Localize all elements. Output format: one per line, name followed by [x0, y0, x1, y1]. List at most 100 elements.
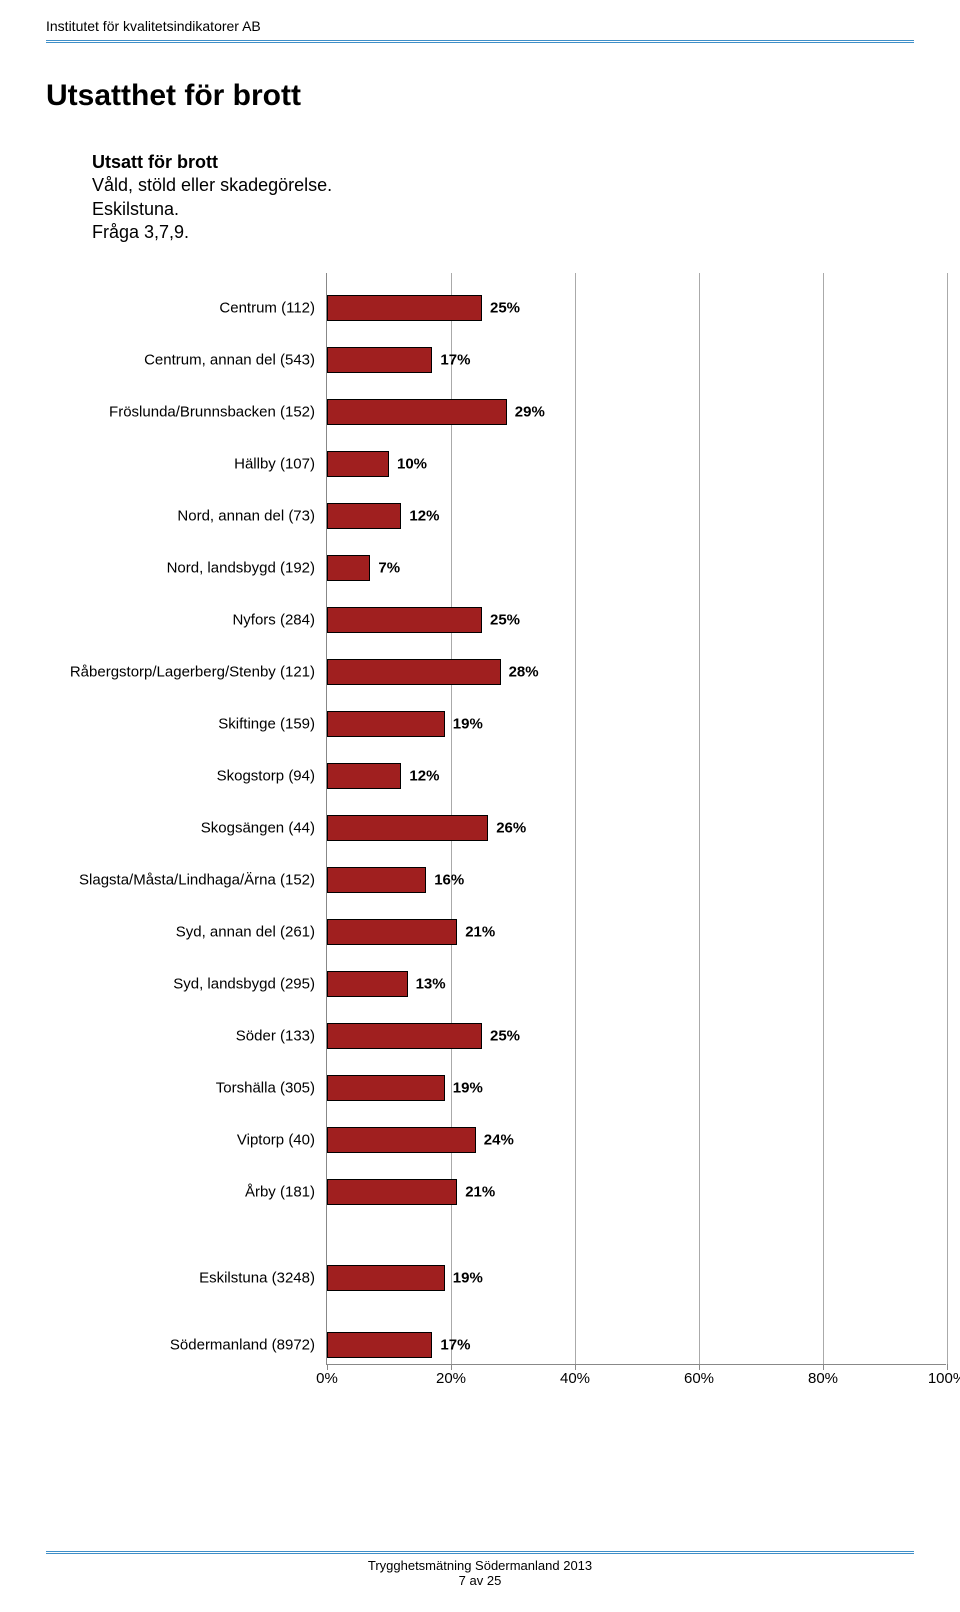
bar-row: 12%Nord, annan del (73) — [327, 503, 401, 529]
bar: 25% — [327, 607, 482, 633]
bar-value-label: 12% — [401, 507, 439, 524]
bar: 21% — [327, 1179, 457, 1205]
category-label: Eskilstuna (3248) — [47, 1269, 327, 1286]
subtitle-line4: Fråga 3,7,9. — [92, 221, 914, 244]
header-org: Institutet för kvalitetsindikatorer AB — [46, 18, 914, 40]
category-label: Söder (133) — [47, 1027, 327, 1044]
footer-line1: Trygghetsmätning Södermanland 2013 — [46, 1558, 914, 1573]
category-label: Hällby (107) — [47, 455, 327, 472]
bar: 25% — [327, 1023, 482, 1049]
bar-value-label: 10% — [389, 455, 427, 472]
bar-row: 24%Viptorp (40) — [327, 1127, 476, 1153]
bar-row: 17%Centrum, annan del (543) — [327, 347, 432, 373]
bar: 26% — [327, 815, 488, 841]
page-title: Utsatthet för brott — [46, 79, 914, 113]
x-tick-label: 80% — [808, 1370, 838, 1387]
bar-value-label: 13% — [408, 975, 446, 992]
category-label: Centrum, annan del (543) — [47, 351, 327, 368]
bar: 13% — [327, 971, 408, 997]
bar: 28% — [327, 659, 501, 685]
header-rule — [46, 40, 914, 43]
bar-row: 19%Torshälla (305) — [327, 1075, 445, 1101]
footer-rule — [46, 1551, 914, 1554]
bar-row: 29%Fröslunda/Brunnsbacken (152) — [327, 399, 507, 425]
bar-value-label: 17% — [432, 351, 470, 368]
bar-row: 28%Råbergstorp/Lagerberg/Stenby (121) — [327, 659, 501, 685]
bar: 10% — [327, 451, 389, 477]
bar-value-label: 25% — [482, 1027, 520, 1044]
category-label: Torshälla (305) — [47, 1079, 327, 1096]
bar: 16% — [327, 867, 426, 893]
category-label: Slagsta/Måsta/Lindhaga/Ärna (152) — [47, 871, 327, 888]
bar-row: 25%Söder (133) — [327, 1023, 482, 1049]
bar-row: 13%Syd, landsbygd (295) — [327, 971, 408, 997]
bar-row: 12%Skogstorp (94) — [327, 763, 401, 789]
gridline — [575, 273, 576, 1364]
x-tick-label: 20% — [436, 1370, 466, 1387]
category-label: Skogsängen (44) — [47, 819, 327, 836]
footer-line2: 7 av 25 — [46, 1573, 914, 1588]
category-label: Syd, annan del (261) — [47, 923, 327, 940]
x-tick-label: 40% — [560, 1370, 590, 1387]
category-label: Nord, landsbygd (192) — [47, 559, 327, 576]
gridline — [699, 273, 700, 1364]
category-label: Centrum (112) — [47, 299, 327, 316]
bar: 19% — [327, 711, 445, 737]
bar-row: 19%Skiftinge (159) — [327, 711, 445, 737]
subtitle-line2: Våld, stöld eller skadegörelse. — [92, 174, 914, 197]
x-tick-label: 0% — [316, 1370, 338, 1387]
bar-value-label: 26% — [488, 819, 526, 836]
bar: 24% — [327, 1127, 476, 1153]
bar-row: 7%Nord, landsbygd (192) — [327, 555, 370, 581]
bar-row: 16%Slagsta/Måsta/Lindhaga/Ärna (152) — [327, 867, 426, 893]
bar-row: 26%Skogsängen (44) — [327, 815, 488, 841]
bar-row: 17%Södermanland (8972) — [327, 1332, 432, 1358]
bar-value-label: 25% — [482, 299, 520, 316]
bar-value-label: 19% — [445, 715, 483, 732]
bar: 19% — [327, 1265, 445, 1291]
bar-value-label: 19% — [445, 1269, 483, 1286]
category-label: Syd, landsbygd (295) — [47, 975, 327, 992]
bar: 25% — [327, 295, 482, 321]
bar-row: 25%Nyfors (284) — [327, 607, 482, 633]
category-label: Fröslunda/Brunnsbacken (152) — [47, 403, 327, 420]
bar-row: 19%Eskilstuna (3248) — [327, 1265, 445, 1291]
x-tick-label: 100% — [928, 1370, 960, 1387]
bar: 7% — [327, 555, 370, 581]
subtitle-bold: Utsatt för brott — [92, 151, 914, 174]
bar-value-label: 24% — [476, 1131, 514, 1148]
gridline — [947, 273, 948, 1364]
category-label: Nord, annan del (73) — [47, 507, 327, 524]
bar-value-label: 25% — [482, 611, 520, 628]
category-label: Årby (181) — [47, 1183, 327, 1200]
bar-row: 25%Centrum (112) — [327, 295, 482, 321]
bar-value-label: 19% — [445, 1079, 483, 1096]
bar-value-label: 21% — [457, 1183, 495, 1200]
bar: 21% — [327, 919, 457, 945]
bar: 17% — [327, 347, 432, 373]
page: Institutet för kvalitetsindikatorer AB U… — [0, 0, 960, 1612]
bar: 12% — [327, 763, 401, 789]
gridline — [823, 273, 824, 1364]
bar-value-label: 28% — [501, 663, 539, 680]
subtitle-line3: Eskilstuna. — [92, 198, 914, 221]
bar: 29% — [327, 399, 507, 425]
bar: 12% — [327, 503, 401, 529]
subtitle-block: Utsatt för brott Våld, stöld eller skade… — [92, 151, 914, 245]
bar-value-label: 17% — [432, 1336, 470, 1353]
category-label: Råbergstorp/Lagerberg/Stenby (121) — [47, 663, 327, 680]
bar-value-label: 29% — [507, 403, 545, 420]
category-label: Skiftinge (159) — [47, 715, 327, 732]
x-tick-label: 60% — [684, 1370, 714, 1387]
bar: 19% — [327, 1075, 445, 1101]
bar-value-label: 21% — [457, 923, 495, 940]
category-label: Skogstorp (94) — [47, 767, 327, 784]
plot-area: 0%20%40%60%80%100%25%Centrum (112)17%Cen… — [326, 273, 946, 1365]
chart: 0%20%40%60%80%100%25%Centrum (112)17%Cen… — [46, 273, 914, 1365]
category-label: Nyfors (284) — [47, 611, 327, 628]
bar-row: 10%Hällby (107) — [327, 451, 389, 477]
footer: Trygghetsmätning Södermanland 2013 7 av … — [46, 1551, 914, 1588]
bar-row: 21%Syd, annan del (261) — [327, 919, 457, 945]
bar: 17% — [327, 1332, 432, 1358]
bar-value-label: 7% — [370, 559, 400, 576]
